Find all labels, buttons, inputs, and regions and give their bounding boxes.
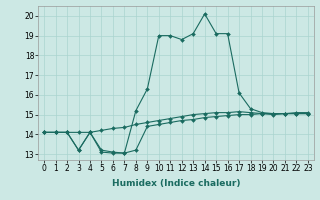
X-axis label: Humidex (Indice chaleur): Humidex (Indice chaleur) xyxy=(112,179,240,188)
